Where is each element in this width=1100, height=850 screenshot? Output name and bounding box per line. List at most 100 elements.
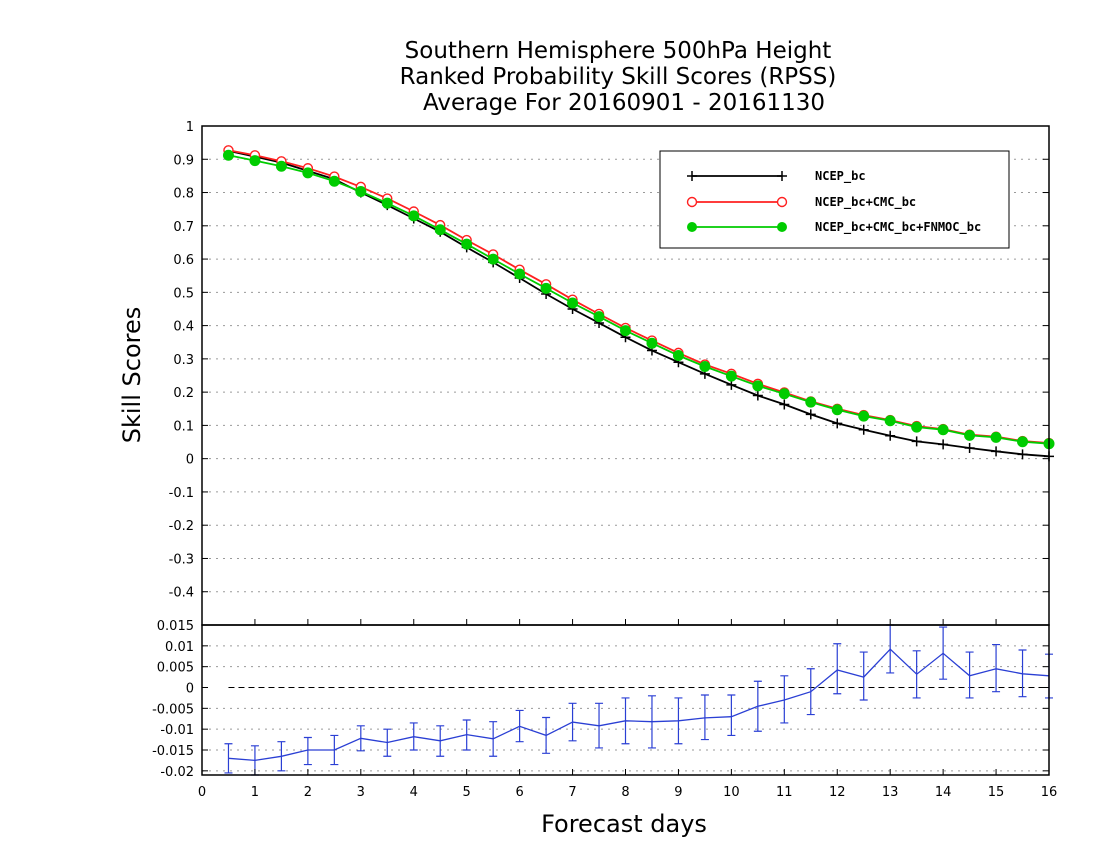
- data-point-plus: [938, 439, 949, 450]
- chart-title-line-2: Ranked Probability Skill Scores (RPSS): [400, 64, 837, 90]
- error-bar: [833, 643, 842, 695]
- data-point-filled-circle: [805, 396, 817, 408]
- data-point-plus: [858, 424, 869, 435]
- data-point-filled-circle: [937, 424, 949, 436]
- error-bar: [912, 650, 921, 699]
- diff-y-tick-label: 0.01: [165, 640, 194, 655]
- diff-plot-frame: [201, 624, 1050, 776]
- main-y-tick-label: -0.4: [169, 586, 194, 601]
- x-tick-label: 16: [1041, 785, 1058, 800]
- x-tick-label: 10: [723, 785, 740, 800]
- error-bar: [356, 725, 365, 752]
- legend-box: [659, 150, 1010, 249]
- data-point-filled-circle: [778, 388, 790, 400]
- error-bar: [859, 651, 868, 701]
- x-axis-label: Forecast days: [541, 810, 707, 838]
- data-point-filled-circle: [514, 268, 526, 280]
- data-point-filled-circle: [1017, 436, 1029, 448]
- error-bar: [621, 697, 630, 745]
- main-y-tick-label: 1: [186, 120, 194, 135]
- error-bar: [727, 694, 736, 737]
- error-bar: [939, 626, 948, 680]
- diff-y-tick-label: 0: [186, 682, 194, 697]
- error-bar: [595, 702, 604, 749]
- x-tick-label: 11: [776, 785, 793, 800]
- x-tick-label: 12: [829, 785, 846, 800]
- data-point-filled-circle: [911, 421, 923, 433]
- x-tick-label: 9: [674, 785, 682, 800]
- legend-marker-plus: [777, 171, 787, 181]
- legend-label-0: NCEP_bc: [815, 169, 866, 184]
- chart-title-line-1: Southern Hemisphere 500hPa Height: [405, 38, 832, 64]
- legend: NCEP_bc NCEP_bc+CMC_bc NCEP_bc+CMC_bc+FNMO…: [659, 150, 1010, 249]
- main-gridlines: [202, 125, 1049, 593]
- error-bar: [303, 736, 312, 766]
- error-bar: [1018, 649, 1027, 698]
- data-point-filled-circle: [699, 361, 711, 373]
- x-tick-label: 0: [198, 785, 206, 800]
- data-point-filled-circle: [487, 253, 499, 265]
- data-point-filled-circle: [858, 410, 870, 422]
- error-bar: [330, 734, 339, 766]
- error-bar: [277, 741, 286, 772]
- legend-marker-filled-circle: [777, 222, 787, 232]
- data-point-plus: [1017, 449, 1028, 460]
- data-point-plus: [911, 436, 922, 447]
- x-tick-label: 7: [568, 785, 576, 800]
- x-tick-label: 3: [357, 785, 365, 800]
- data-point-filled-circle: [328, 175, 340, 187]
- data-point-plus: [885, 430, 896, 441]
- diff-y-tick-label: -0.02: [160, 765, 194, 780]
- data-point-filled-circle: [540, 282, 552, 294]
- main-y-tick-label: 0.6: [173, 253, 194, 268]
- x-tick-label: 4: [410, 785, 418, 800]
- data-point-filled-circle: [434, 224, 446, 236]
- main-y-tick-label: 0.2: [173, 386, 194, 401]
- error-bar: [409, 722, 418, 751]
- data-point-filled-circle: [620, 325, 631, 337]
- main-y-tick-label: 0: [186, 453, 194, 468]
- diff-y-tick-label: -0.015: [152, 744, 194, 759]
- data-point-filled-circle: [593, 311, 605, 323]
- x-tick-label: 14: [935, 785, 952, 800]
- legend-marker-open-circle: [776, 196, 788, 208]
- diff-y-tick-label: 0.015: [157, 619, 194, 634]
- x-tick-label: 2: [304, 785, 312, 800]
- diff-y-tick-label: -0.01: [160, 723, 194, 738]
- error-bar: [383, 728, 392, 757]
- data-point-filled-circle: [672, 350, 684, 362]
- data-point-plus: [991, 446, 1002, 457]
- error-bar: [753, 680, 762, 732]
- legend-marker-open-circle: [686, 196, 698, 208]
- data-point-filled-circle: [249, 155, 261, 167]
- diff-series-line: [228, 648, 1050, 762]
- error-bar: [647, 695, 656, 749]
- error-bar: [780, 675, 789, 724]
- error-bar: [462, 719, 471, 751]
- main-y-tick-label: 0.7: [173, 220, 194, 235]
- x-tick-label: 15: [988, 785, 1005, 800]
- chart-title-line-3: Average For 20160901 - 20161130: [423, 90, 825, 116]
- x-tick-label: 1: [251, 785, 259, 800]
- data-point-plus: [805, 409, 816, 420]
- error-bar: [886, 624, 895, 674]
- data-point-filled-circle: [355, 186, 367, 198]
- legend-label-1: NCEP_bc+CMC_bc: [815, 195, 916, 210]
- legend-marker-plus: [687, 171, 697, 181]
- diff-series-layer: [224, 624, 1053, 776]
- main-y-tick-label: 0.9: [173, 153, 194, 168]
- data-point-filled-circle: [964, 429, 976, 441]
- data-point-filled-circle: [567, 297, 579, 309]
- diff-y-tick-label: -0.005: [152, 702, 194, 717]
- diff-y-tick-label: 0.005: [157, 661, 194, 676]
- error-bar: [515, 709, 524, 743]
- error-bar: [436, 725, 445, 757]
- error-bar: [224, 743, 233, 774]
- main-y-tick-label: 0.5: [173, 286, 194, 301]
- data-point-filled-circle: [461, 238, 473, 250]
- error-bar: [700, 694, 709, 741]
- x-tick-label: 6: [515, 785, 523, 800]
- legend-label-2: NCEP_bc+CMC_bc+FNMOC_bc: [815, 220, 981, 235]
- main-y-tick-label: 0.1: [173, 419, 194, 434]
